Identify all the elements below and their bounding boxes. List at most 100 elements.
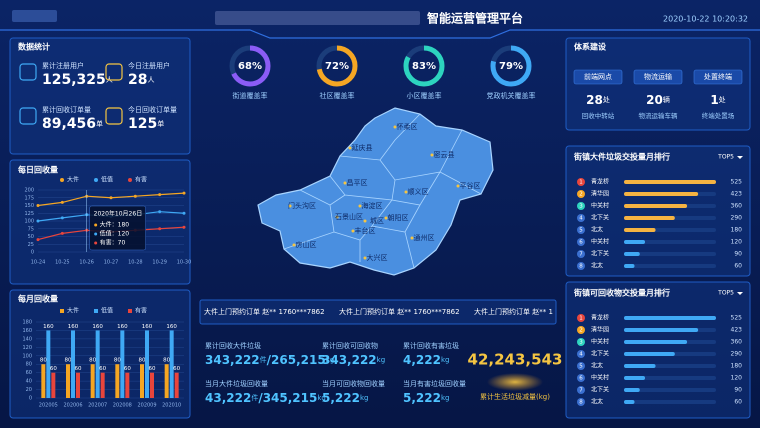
tooltip-item: 有害：70 — [100, 239, 126, 247]
rank-title: 街镇可回收物交投量月排行 — [573, 288, 670, 298]
bar — [76, 372, 80, 398]
unit: 人 — [147, 76, 154, 84]
rank-number: 5 — [579, 364, 583, 370]
point — [60, 200, 64, 204]
y-tick-label: 80 — [26, 362, 32, 368]
rank-number: 3 — [579, 204, 583, 210]
rank-badge — [577, 202, 585, 210]
gauge-name: 社区覆盖率 — [320, 91, 355, 100]
gauge-name: 党政机关覆盖率 — [487, 91, 536, 100]
map-dot — [358, 204, 362, 208]
bar — [51, 372, 56, 398]
rank-name: 中关村 — [591, 338, 609, 346]
rank-badge — [577, 262, 585, 270]
system-name: 处置终端 — [704, 72, 732, 81]
unit: 单 — [157, 119, 164, 128]
bar — [90, 364, 95, 398]
x-tick-label: 202006 — [63, 403, 82, 409]
legend-swatch — [94, 309, 98, 313]
rank-name: 北下关 — [591, 250, 609, 258]
bar — [174, 372, 179, 398]
bar — [115, 364, 120, 398]
gauge-arc — [316, 45, 358, 87]
district-label: 怀柔区 — [397, 122, 418, 131]
dropdown-arrow — [737, 292, 743, 295]
point — [133, 194, 137, 198]
rank-bar — [624, 180, 716, 184]
unit: kg — [317, 394, 326, 402]
value: 1 — [710, 93, 718, 107]
ticker: 大件上门预约订单 赵** 1760***7862 大件上门预约订单 赵** 176… — [204, 307, 553, 316]
total-label: 累计回收大件垃圾 — [205, 341, 261, 350]
rank-badge — [577, 190, 585, 198]
big-total-label: 累计生活垃圾减量(kg) — [480, 392, 550, 401]
map-dot — [404, 190, 408, 194]
bar-value-label: 160 — [166, 324, 177, 330]
rank-number: 3 — [579, 340, 583, 346]
gauge-arc — [403, 45, 445, 87]
panel-title: 每日回收量 — [18, 165, 58, 175]
rank-value: 60 — [734, 399, 742, 406]
value: 5,222 — [322, 391, 360, 405]
map-dot — [335, 215, 339, 219]
gauge-label: 83% — [412, 61, 436, 72]
rank-name: 北下关 — [591, 350, 609, 358]
rank-bar — [624, 316, 716, 320]
icon — [19, 107, 37, 125]
rank-name: 北下关 — [591, 214, 609, 222]
system-desc: 终端处置场 — [702, 111, 735, 120]
bar — [145, 330, 149, 398]
header-datetime: 2020-10-22 10:20:32 — [663, 15, 748, 24]
system-desc: 回收中转站 — [582, 111, 615, 120]
system-tab — [573, 69, 623, 85]
rank-bar — [624, 328, 699, 332]
rank-number: 1 — [579, 180, 583, 186]
rank-number: 6 — [579, 240, 583, 246]
rank-name: 青龙桥 — [591, 314, 609, 322]
gauge-label: 68% — [238, 61, 262, 72]
district-label: 石景山区 — [335, 212, 363, 221]
legend-label: 大件 — [67, 307, 79, 315]
point — [182, 225, 186, 229]
tooltip-dot — [94, 223, 98, 227]
rank-value: 120 — [731, 239, 743, 246]
x-tick-label: 202005 — [39, 403, 58, 409]
legend-swatch — [128, 178, 132, 182]
system-tab — [633, 69, 683, 85]
value: 125,325 — [42, 72, 106, 88]
bar-value-label: 80 — [114, 358, 121, 364]
map-dot — [292, 243, 296, 247]
total-label: 当月有害垃圾回收量 — [403, 379, 466, 388]
x-tick-label: 10-29 — [152, 260, 167, 266]
rank-bar — [624, 252, 640, 256]
rank-title: 街镇大件垃圾交投量月排行 — [573, 152, 670, 162]
stat-label: 今日注册用户 — [128, 61, 170, 70]
value: 4,222 — [403, 353, 441, 367]
district-label: 平谷区 — [460, 181, 481, 190]
district-label: 门头沟区 — [288, 201, 316, 210]
bar-value-label: 60 — [99, 366, 106, 372]
ticker-bar — [199, 299, 557, 325]
bar — [95, 330, 100, 398]
bar — [100, 372, 105, 398]
gauge-name: 街道覆盖率 — [233, 91, 268, 100]
icon — [105, 107, 123, 125]
x-tick-label: 202010 — [162, 403, 181, 409]
map-dot — [410, 236, 414, 240]
rank-badge — [577, 314, 585, 322]
unit: 件 — [260, 355, 267, 364]
rank-track — [624, 400, 716, 404]
rank-number: 4 — [579, 352, 583, 358]
map-dot — [384, 216, 388, 220]
unit: kg — [377, 356, 386, 364]
system-value: 1处 — [710, 93, 725, 107]
header-line — [0, 29, 760, 39]
tooltip — [89, 205, 146, 251]
map-dot — [363, 219, 367, 223]
rank-value: 90 — [734, 387, 742, 394]
bar-value-label: 160 — [68, 324, 79, 330]
y-tick-label: 0 — [29, 396, 32, 402]
value: 125 — [128, 116, 157, 132]
glow — [487, 373, 543, 391]
rank-value: 180 — [731, 227, 743, 234]
